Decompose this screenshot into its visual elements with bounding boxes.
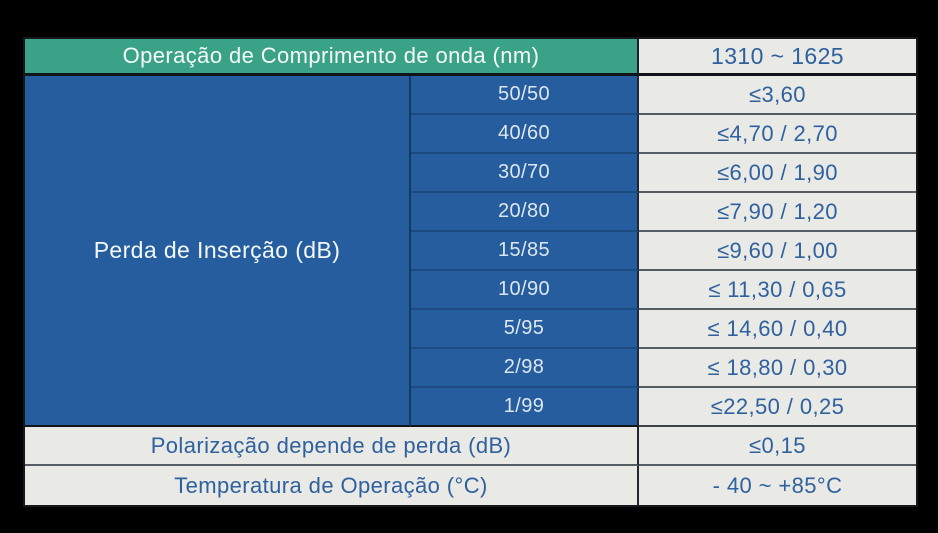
value-cell: ≤22,50 / 0,25 [639,388,916,427]
polarization-label: Polarização depende de perda (dB) [25,427,639,466]
polarization-value: ≤0,15 [639,427,916,466]
table-row: 15/85 ≤9,60 / 1,00 [25,232,916,271]
value-cell: ≤6,00 / 1,90 [639,154,916,193]
table-row-polarization: Polarização depende de perda (dB) ≤0,15 [25,427,916,466]
table-row: 5/95 ≤ 14,60 / 0,40 [25,310,916,349]
spec-table: Operação de Comprimento de onda (nm) 131… [23,37,918,507]
ratio-cell: 50/50 [411,76,639,115]
table-row: 20/80 ≤7,90 / 1,20 [25,193,916,232]
temperature-label: Temperatura de Operação (°C) [25,466,639,505]
ratio-cell: 1/99 [411,388,639,427]
value-cell: ≤ 11,30 / 0,65 [639,271,916,310]
table-row: Perda de Inserção (dB) 50/50 ≤3,60 [25,76,916,427]
ratio-cell: 2/98 [411,349,639,388]
ratio-cell: 10/90 [411,271,639,310]
table-row: 2/98 ≤ 18,80 / 0,30 [25,349,916,388]
wavelength-value: 1310 ~ 1625 [639,39,916,76]
table-row-temperature: Temperatura de Operação (°C) - 40 ~ +85°… [25,466,916,505]
table-row: 40/60 ≤4,70 / 2,70 [25,115,916,154]
value-cell: ≤4,70 / 2,70 [639,115,916,154]
value-cell: ≤9,60 / 1,00 [639,232,916,271]
ratio-cell: 20/80 [411,193,639,232]
wavelength-label: Operação de Comprimento de onda (nm) [25,39,639,76]
table-row: 30/70 ≤6,00 / 1,90 [25,154,916,193]
ratio-cell: 40/60 [411,115,639,154]
ratio-cell: 5/95 [411,310,639,349]
value-cell: ≤3,60 [639,76,916,115]
temperature-value: - 40 ~ +85°C [639,466,916,505]
table-row: 10/90 ≤ 11,30 / 0,65 [25,271,916,310]
value-cell: ≤ 14,60 / 0,40 [639,310,916,349]
ratio-cell: 15/85 [411,232,639,271]
table-row-header: Operação de Comprimento de onda (nm) 131… [25,39,916,76]
table-row: 1/99 ≤22,50 / 0,25 [25,388,916,427]
ratio-cell: 30/70 [411,154,639,193]
value-cell: ≤ 18,80 / 0,30 [639,349,916,388]
insertion-loss-label: Perda de Inserção (dB) [25,76,411,427]
value-cell: ≤7,90 / 1,20 [639,193,916,232]
